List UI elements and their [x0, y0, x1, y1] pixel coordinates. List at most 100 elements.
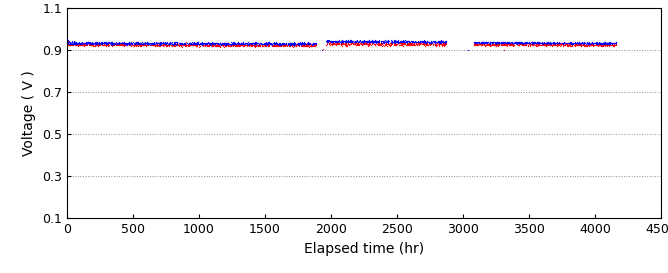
Point [129, 41, 140, 45]
Point [572, 42, 582, 46]
Point [180, 41, 190, 45]
Point [325, 39, 336, 43]
Point [409, 43, 420, 47]
Point [164, 43, 174, 47]
Point [535, 41, 546, 45]
Point [544, 43, 554, 47]
Point [382, 38, 393, 43]
Point [438, 40, 449, 44]
Point [299, 42, 309, 46]
Point [158, 43, 168, 48]
Point [150, 41, 161, 45]
Point [385, 41, 396, 45]
Point [605, 43, 615, 47]
Point [73, 40, 84, 45]
Point [291, 42, 302, 46]
Point [83, 41, 94, 46]
Point [222, 41, 232, 45]
Point [299, 40, 309, 44]
Point [250, 43, 261, 48]
Point [93, 41, 104, 45]
Point [484, 42, 495, 47]
Point [424, 41, 434, 46]
Point [154, 42, 164, 47]
Point [548, 40, 559, 45]
Point [395, 42, 406, 46]
Point [97, 40, 108, 44]
Point [566, 40, 576, 44]
Point [289, 42, 300, 47]
Point [328, 38, 339, 43]
Point [140, 42, 150, 46]
Point [251, 43, 262, 47]
Point [595, 41, 606, 46]
Point [535, 41, 546, 45]
Point [343, 40, 353, 44]
Point [67, 43, 77, 47]
Point [516, 42, 526, 46]
Point [285, 42, 295, 47]
Point [544, 40, 554, 45]
Point [389, 41, 400, 46]
Point [263, 42, 273, 46]
Point [486, 43, 496, 47]
Point [146, 41, 156, 46]
Point [335, 40, 346, 44]
Point [99, 41, 110, 45]
Point [338, 39, 349, 44]
Point [75, 41, 86, 45]
Point [176, 44, 186, 48]
Point [146, 43, 157, 48]
Point [603, 43, 613, 48]
Point [228, 43, 239, 47]
Point [146, 40, 157, 45]
Point [436, 42, 446, 46]
Point [530, 41, 541, 45]
Point [84, 41, 94, 46]
Point [118, 43, 129, 48]
Point [434, 42, 445, 46]
Point [212, 44, 223, 48]
Point [498, 40, 508, 45]
Point [296, 41, 307, 45]
Point [275, 42, 286, 46]
Point [502, 40, 513, 45]
Point [122, 41, 133, 45]
Point [112, 42, 123, 47]
Point [500, 40, 510, 44]
Point [211, 44, 222, 48]
Point [130, 43, 140, 47]
Point [310, 42, 321, 46]
Point [526, 40, 537, 44]
Point [79, 43, 90, 47]
Point [228, 43, 238, 47]
Point [591, 41, 601, 46]
Point [113, 41, 124, 45]
Point [256, 41, 267, 45]
Point [184, 43, 195, 47]
Point [550, 40, 560, 45]
Point [128, 40, 139, 45]
Point [263, 42, 274, 47]
Point [521, 42, 532, 47]
Point [393, 40, 403, 44]
Point [531, 42, 542, 46]
Point [581, 40, 592, 44]
Point [563, 40, 574, 45]
Point [210, 43, 221, 48]
Point [261, 40, 271, 45]
Point [158, 43, 168, 48]
Point [116, 41, 126, 45]
Point [405, 41, 415, 46]
Point [63, 40, 73, 45]
Point [564, 40, 575, 44]
Point [536, 41, 546, 45]
Point [567, 42, 578, 47]
Point [239, 43, 250, 47]
Point [220, 43, 231, 47]
Point [545, 42, 556, 46]
Point [514, 41, 525, 45]
Point [110, 41, 120, 45]
Point [501, 41, 512, 46]
Point [554, 43, 564, 47]
